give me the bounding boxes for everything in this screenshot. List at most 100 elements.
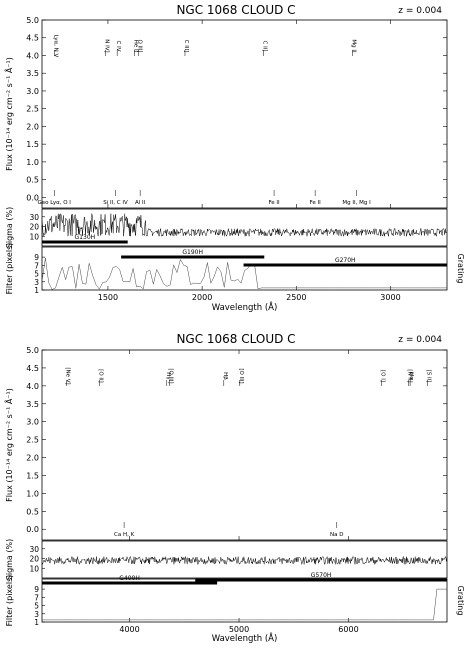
panel2-emission-label: [O III] xyxy=(167,368,173,383)
panel1-absorption-label: Mg II, Mg I xyxy=(342,200,371,206)
panel1-flux-ytick-label: 2.0 xyxy=(26,122,39,131)
panel2-xlabel: Wavelength (Å) xyxy=(212,632,278,644)
panel1-emission-label: He II xyxy=(132,40,138,53)
panel1-filter-ylabel: Filter (pixels) xyxy=(5,243,14,295)
panel1-emission-label: Mg II xyxy=(350,39,356,53)
panel2-flux-ytick-label: 4.0 xyxy=(26,382,39,391)
panel1-xlabel: Wavelength (Å) xyxy=(212,301,278,313)
panel2-sigma-ylabel: Sigma (%) xyxy=(5,539,14,580)
panel1-grating-name: G270H xyxy=(335,257,356,264)
panel1-filter-ytick-label: 5 xyxy=(34,270,39,279)
panel1-flux-ytick-label: 1.5 xyxy=(26,140,39,149)
panel1-flux-frame xyxy=(41,19,448,209)
panel2-absorption-label: Na D xyxy=(330,532,343,538)
panel1-emission-label: C II] xyxy=(262,41,268,52)
panel2-filter-frame xyxy=(41,578,448,623)
panel1-filter-series xyxy=(41,257,447,290)
panel1-filter-ytick-label: 7 xyxy=(34,261,39,270)
panel2-emission-label: [O I] xyxy=(379,370,385,382)
panel2-grating-name: G400H xyxy=(119,575,140,582)
panel2-emission-label: Hβ xyxy=(222,372,228,380)
panel1-grating-name: G130H xyxy=(75,234,96,241)
panel2-flux-ytick-label: 1.0 xyxy=(26,489,39,498)
panel1-sigma-ylabel: Sigma (%) xyxy=(5,207,14,248)
panel1-flux-ytick-label: 0.5 xyxy=(26,176,39,185)
panel1-grating-name: G190H xyxy=(182,249,203,256)
panel2-grating-bar xyxy=(195,578,447,582)
panel2-xtick-label: 6000 xyxy=(338,625,358,634)
panel1-sigma-series xyxy=(41,213,448,237)
panel2-filter-ytick-label: 7 xyxy=(34,593,39,602)
panel1-flux-ytick-label: 4.0 xyxy=(26,51,39,60)
panel1-grating-bar xyxy=(42,240,128,244)
panel1-emission-label: O III] xyxy=(137,39,143,52)
panel1-absorption-label: Al II xyxy=(135,200,146,206)
panel1-flux-ytick-label: 3.5 xyxy=(26,69,39,78)
panel1-flux-ytick-label: 3.0 xyxy=(26,87,39,96)
panel2-emission-label: [Ne V] xyxy=(65,367,71,384)
panel1-filter-frame xyxy=(41,246,448,291)
panel1-flux-ytick-label: 1.0 xyxy=(26,158,39,167)
panel2-emission-label: [S II] xyxy=(426,370,432,383)
panel2-flux-ytick-label: 3.0 xyxy=(26,418,39,427)
panel1-sigma-frame xyxy=(41,208,448,247)
panel2-emission-label: [O II] xyxy=(98,369,104,383)
panel1-filter-ytick-label: 1 xyxy=(34,286,39,295)
panel2-absorption-label: Ca H, K xyxy=(114,532,135,538)
panel2-flux-ytick-label: 3.5 xyxy=(26,400,39,409)
panel2-xtick-label: 5000 xyxy=(229,625,249,634)
panel1-title: NGC 1068 CLOUD C xyxy=(176,3,295,17)
panel2-emission-label: Hγ xyxy=(165,372,171,380)
panel2-emission-label: Hα xyxy=(408,372,414,380)
panel2-flux-ytick-label: 4.5 xyxy=(26,364,39,373)
panel2-emission-label: [N II] xyxy=(406,369,412,382)
panel1-flux-ylabel: Flux (10⁻¹⁴ erg cm⁻² s⁻¹ Å⁻¹) xyxy=(3,57,14,171)
panel1-filter-ytick-label: 3 xyxy=(34,278,39,287)
panel1-sigma-ytick-label: 10 xyxy=(29,232,39,241)
panel2-grating-bar xyxy=(42,581,218,585)
panel1-grating-label: Grating xyxy=(456,254,465,284)
panel2-sigma-ytick-label: 10 xyxy=(29,564,39,573)
panel1-sigma-ytick-label: 30 xyxy=(29,213,39,222)
panel2-filter-series xyxy=(42,588,447,621)
panel1-grating-bar xyxy=(121,255,265,259)
panel1-xtick-label: 3000 xyxy=(380,293,400,302)
panel2-filter-ytick-label: 9 xyxy=(34,585,39,594)
panel1-xtick-label: 1500 xyxy=(98,293,118,302)
panel2-flux-ytick-label: 0.5 xyxy=(26,507,39,516)
panel1-xtick-label: 2500 xyxy=(286,293,306,302)
panel1-absorption-label: Geo Lyα, O I xyxy=(38,200,72,206)
panel1-flux-ytick-label: 5.0 xyxy=(26,16,39,25)
panel2-flux-ylabel: Flux (10⁻¹⁴ erg cm⁻² s⁻¹ Å⁻¹) xyxy=(3,388,14,502)
panel1-redshift: z = 0.004 xyxy=(398,6,442,16)
panel2-redshift: z = 0.004 xyxy=(398,335,442,345)
panel2-grating-name: G570H xyxy=(311,572,332,579)
panel1-sigma-ytick-label: 20 xyxy=(29,223,39,232)
panel2-flux-frame xyxy=(41,349,448,541)
panel1-grating-bar xyxy=(243,263,447,267)
panel2-flux-ytick-label: 5.0 xyxy=(26,346,39,355)
panel1-flux-ytick-label: 4.5 xyxy=(26,34,39,43)
panel2-flux-ytick-label: 2.5 xyxy=(26,436,39,445)
panel2-filter-ytick-label: 5 xyxy=(34,602,39,611)
panel1-xtick-label: 2000 xyxy=(192,293,212,302)
panel2-flux-ytick-label: 1.5 xyxy=(26,471,39,480)
panel2-flux-ytick-label: 0.0 xyxy=(26,525,39,534)
panel1-absorption-label: Fe II xyxy=(268,200,280,206)
panel1-emission-label: N IV] xyxy=(103,39,109,52)
panel2-grating-label: Grating xyxy=(456,586,465,616)
panel1-filter-ytick-label: 9 xyxy=(34,253,39,262)
panel1-flux-ytick-label: 0.0 xyxy=(26,193,39,202)
panel2-emission-label: [O III] xyxy=(238,368,244,383)
panel1-absorption-label: Si II, C IV xyxy=(103,200,128,206)
panel1-emission-label: Lyα, N V xyxy=(52,35,58,58)
panel2-filter-ytick-label: 3 xyxy=(34,610,39,619)
panel2-xtick-label: 4000 xyxy=(119,625,139,634)
panel2-filter-ylabel: Filter (pixels) xyxy=(5,575,14,627)
panel1-emission-label: C III] xyxy=(183,40,189,53)
panel1-absorption-label: Fe II xyxy=(310,200,322,206)
panel2-flux-ytick-label: 2.0 xyxy=(26,454,39,463)
panel2-sigma-ytick-label: 20 xyxy=(29,555,39,564)
